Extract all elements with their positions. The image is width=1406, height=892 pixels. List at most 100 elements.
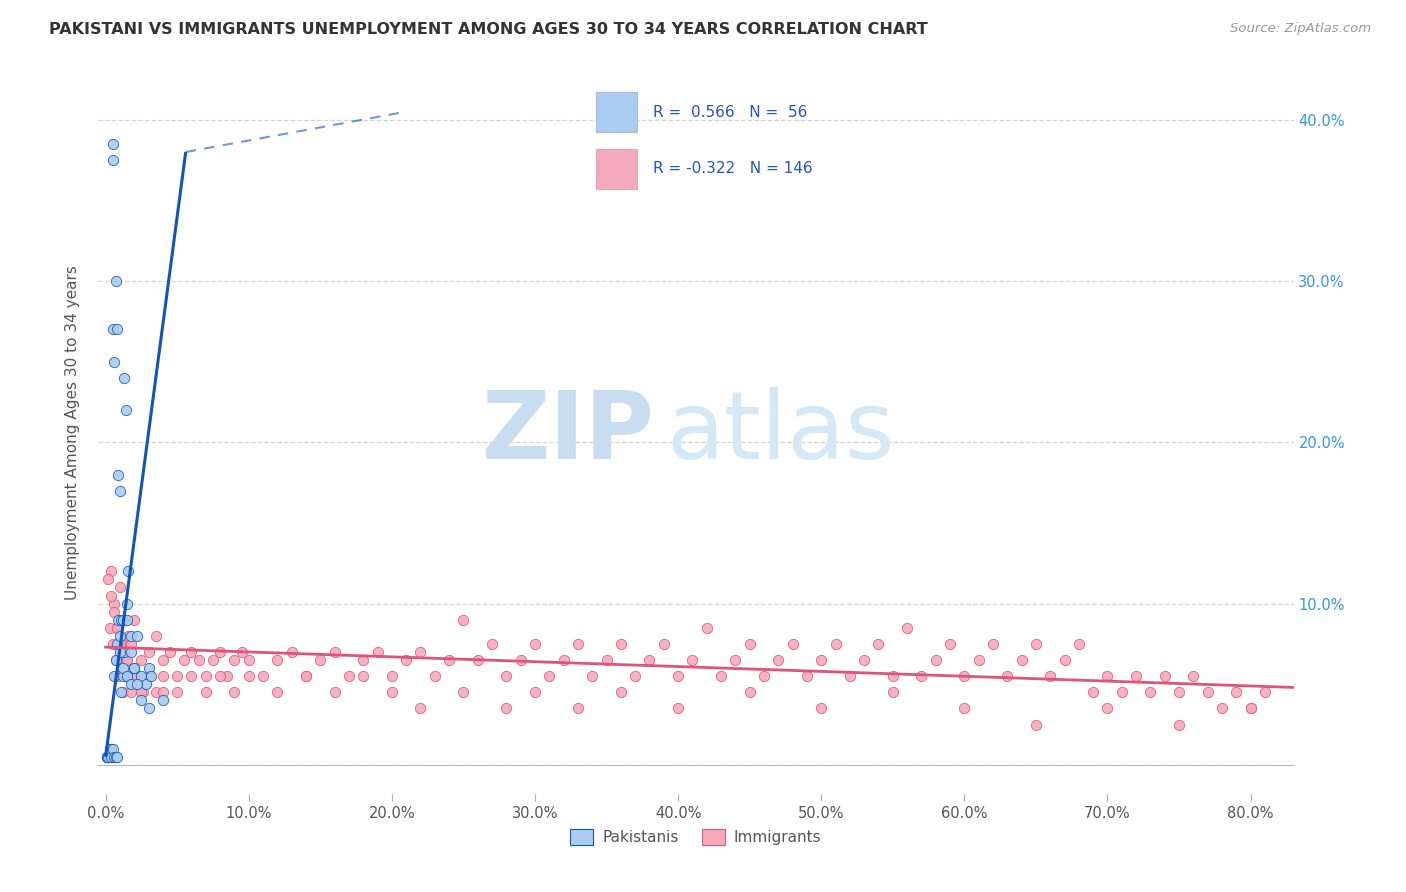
Point [108, 637, 131, 651]
Point [266, 653, 288, 667]
Point [108, 483, 131, 498]
Point [120, 637, 142, 651]
Point [187, 653, 209, 667]
Text: ZIP: ZIP [481, 386, 654, 479]
Point [180, 669, 202, 683]
Text: PAKISTANI VS IMMIGRANTS UNEMPLOYMENT AMONG AGES 30 TO 34 YEARS CORRELATION CHART: PAKISTANI VS IMMIGRANTS UNEMPLOYMENT AMO… [49, 22, 928, 37]
Point [100, 749, 122, 764]
Point [101, 136, 124, 151]
Text: atlas: atlas [666, 386, 894, 479]
Point [105, 322, 128, 336]
Point [295, 669, 318, 683]
Point [141, 669, 163, 683]
Point [105, 621, 128, 635]
Point [125, 677, 148, 691]
Point [925, 653, 948, 667]
Point [100, 589, 122, 603]
Point [152, 693, 174, 707]
Point [1097, 701, 1119, 715]
Point [104, 653, 127, 667]
Point [939, 637, 962, 651]
Point [111, 661, 134, 675]
Point [666, 669, 689, 683]
Point [523, 685, 546, 699]
Point [138, 669, 160, 683]
Point [194, 669, 217, 683]
Point [409, 701, 432, 715]
Point [967, 653, 990, 667]
Point [1025, 637, 1047, 651]
Point [180, 645, 202, 659]
Point [624, 669, 647, 683]
Point [131, 653, 153, 667]
Point [523, 637, 546, 651]
Point [1239, 701, 1261, 715]
Point [152, 685, 174, 699]
Point [1053, 653, 1076, 667]
Y-axis label: Unemployment Among Ages 30 to 34 years: Unemployment Among Ages 30 to 34 years [65, 265, 80, 600]
Point [111, 637, 134, 651]
Point [98, 621, 121, 635]
Point [1039, 669, 1062, 683]
Point [115, 597, 138, 611]
Point [138, 669, 160, 683]
Point [125, 669, 148, 683]
Point [509, 653, 531, 667]
Point [381, 669, 404, 683]
Point [217, 669, 239, 683]
Point [115, 613, 138, 627]
Point [610, 637, 633, 651]
Point [152, 653, 174, 667]
Point [868, 637, 890, 651]
Point [96, 749, 118, 764]
Point [367, 645, 389, 659]
Point [796, 669, 818, 683]
Point [309, 653, 332, 667]
Point [131, 693, 153, 707]
Point [1168, 717, 1191, 731]
Point [481, 637, 503, 651]
Point [166, 669, 188, 683]
Point [209, 645, 232, 659]
Point [125, 629, 148, 643]
Point [1197, 685, 1219, 699]
Point [1097, 669, 1119, 683]
Point [567, 701, 589, 715]
Point [595, 653, 617, 667]
Point [103, 354, 125, 368]
Point [323, 685, 346, 699]
Point [1081, 685, 1104, 699]
Point [953, 669, 976, 683]
Point [103, 597, 125, 611]
Text: Source: ZipAtlas.com: Source: ZipAtlas.com [1230, 22, 1371, 36]
Point [103, 605, 125, 619]
Point [103, 749, 125, 764]
Point [252, 669, 274, 683]
Point [97, 749, 120, 764]
Point [752, 669, 775, 683]
Point [103, 669, 125, 683]
Point [652, 637, 675, 651]
Point [96, 749, 118, 764]
Point [231, 645, 253, 659]
Point [266, 685, 288, 699]
Point [224, 653, 246, 667]
Point [395, 653, 418, 667]
Point [567, 637, 589, 651]
Point [238, 653, 260, 667]
Point [553, 653, 575, 667]
Point [117, 629, 139, 643]
Bar [596, 93, 637, 132]
Point [122, 661, 145, 675]
Point [104, 653, 127, 667]
Point [295, 669, 318, 683]
Point [107, 613, 129, 627]
Point [423, 669, 446, 683]
Point [107, 669, 129, 683]
Point [280, 645, 302, 659]
Point [98, 749, 121, 764]
Point [117, 564, 139, 578]
Point [111, 669, 134, 683]
Point [495, 701, 517, 715]
Point [696, 621, 718, 635]
